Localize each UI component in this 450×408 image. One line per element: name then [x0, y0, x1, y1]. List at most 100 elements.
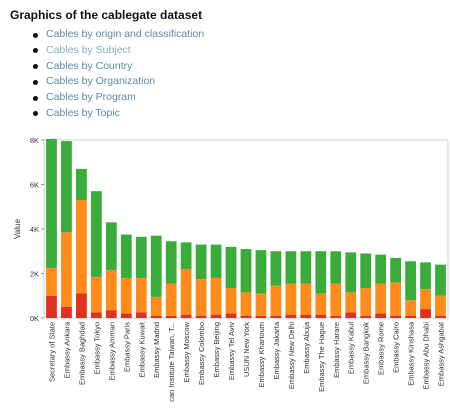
bullet-icon	[33, 64, 38, 70]
bar-segment	[46, 138, 57, 268]
link-item-country[interactable]: Cables by Country	[33, 59, 204, 75]
bar-segment	[61, 232, 72, 307]
x-tick-label: Embassy Rome	[377, 322, 386, 375]
bar-segment	[165, 241, 177, 284]
bar-segment	[120, 277, 132, 314]
link-organization[interactable]: Cables by Organization	[46, 75, 156, 88]
bar-segment	[315, 314, 327, 318]
x-tick-label: Embassy Kuwait	[137, 321, 146, 377]
bar-segment	[315, 251, 327, 294]
bar-segment	[180, 242, 192, 270]
bar-segment	[240, 249, 252, 293]
bar-segment	[150, 315, 162, 318]
x-tick-label: Embassy Khartoum	[257, 322, 266, 387]
x-tick-label: Embassy Tokyo	[92, 322, 101, 374]
bullet-icon	[33, 95, 38, 101]
x-tick-label: Embassy The Hague	[317, 322, 326, 392]
bar-segment	[90, 191, 102, 277]
bar-segment	[360, 253, 372, 288]
bar-segment	[120, 313, 132, 318]
bar-segment	[270, 285, 282, 316]
link-item-topic[interactable]: Cables by Topic	[33, 106, 204, 122]
y-axis-title: Value	[13, 219, 22, 239]
bar-segment	[435, 264, 446, 296]
bar-segment	[105, 222, 117, 271]
bar-segment	[90, 276, 102, 313]
bar-segment	[435, 315, 446, 318]
bar-segment	[225, 246, 237, 288]
link-item-program[interactable]: Cables by Program	[33, 90, 204, 106]
bar-segment	[76, 293, 87, 318]
bullet-icon	[33, 111, 38, 117]
bar-segment	[135, 312, 147, 318]
x-tick-label: Embassy Colombo	[197, 322, 206, 385]
bar-segment	[210, 244, 222, 278]
bar-segment	[225, 313, 237, 318]
bar-segment	[210, 314, 222, 318]
x-tick-label: USUN New York	[242, 322, 251, 377]
x-tick-label: Embassy Abu Dhabi	[422, 322, 431, 390]
bar-segment	[270, 315, 282, 318]
bar-segment	[76, 168, 87, 201]
x-tick-label: Embassy Harare	[332, 322, 341, 378]
bar-segment	[135, 277, 147, 313]
chart-link-list: Cables by origin and classification Cabl…	[33, 27, 204, 122]
bar-segment	[405, 315, 416, 318]
bar-segment	[435, 295, 446, 316]
x-tick-label: Embassy Bangkok	[362, 322, 371, 384]
bar-segment	[255, 293, 267, 316]
bar-segment	[195, 315, 207, 318]
bar-segment	[135, 236, 147, 278]
y-tick-label: 8K	[30, 136, 39, 145]
bar-segment	[150, 235, 162, 297]
bar-segment	[285, 251, 297, 284]
x-tick-label: Secretary of State	[47, 322, 56, 382]
bar-segment	[225, 287, 237, 314]
bar-segment	[105, 270, 117, 311]
bar-segment	[360, 287, 372, 316]
bar-segment	[420, 262, 431, 290]
x-tick-label: Embassy Cairo	[392, 322, 401, 373]
x-tick-label: Embassy Tel Aviv	[227, 322, 236, 380]
link-item-organization[interactable]: Cables by Organization	[33, 74, 204, 90]
bar-segment	[390, 282, 402, 316]
link-country[interactable]: Cables by Country	[46, 59, 133, 72]
bar-segment	[360, 315, 372, 318]
link-origin-classification[interactable]: Cables by origin and classification	[46, 28, 205, 40]
bar-segment	[285, 283, 297, 315]
y-tick-label: 4K	[30, 225, 39, 234]
x-tick-label: Embassy Ankara	[62, 321, 71, 378]
x-tick-label: Embassy Kabul	[347, 322, 356, 374]
bar-segment	[240, 315, 252, 318]
link-subject[interactable]: Cables by Subject	[46, 43, 131, 56]
bar-segment	[61, 141, 72, 233]
bar-segment	[180, 269, 192, 315]
bar-segment	[300, 314, 312, 318]
bar-segment	[300, 251, 312, 284]
link-item-subject[interactable]: Cables by Subject	[33, 43, 204, 59]
bar-segment	[270, 251, 282, 286]
link-program[interactable]: Cables by Program	[46, 91, 136, 104]
bar-segment	[375, 254, 387, 284]
bar-segment	[76, 200, 87, 294]
bar-segment	[345, 292, 357, 313]
bar-segment	[180, 314, 192, 318]
x-tick-label: Embassy Abuja	[302, 321, 311, 374]
bar-segment	[150, 296, 162, 316]
y-tick-label: 0K	[30, 314, 39, 323]
x-tick-label: Embassy Paris	[122, 322, 131, 372]
bar-segment	[405, 300, 416, 316]
x-tick-label: Embassy Moscow	[182, 321, 191, 382]
bar-segment	[46, 295, 57, 318]
bar-segment	[300, 283, 312, 315]
link-item-origin-classification[interactable]: Cables by origin and classification	[33, 27, 204, 43]
bar-segment	[345, 252, 357, 293]
bar-segment	[330, 251, 342, 284]
link-topic[interactable]: Cables by Topic	[46, 106, 120, 119]
bar-segment	[195, 244, 207, 280]
bar-segment	[420, 289, 431, 310]
bar-segment	[315, 293, 327, 315]
page-title: Graphics of the cablegate dataset	[10, 8, 203, 22]
x-tick-label: Embassy Kinshasa	[407, 321, 416, 386]
